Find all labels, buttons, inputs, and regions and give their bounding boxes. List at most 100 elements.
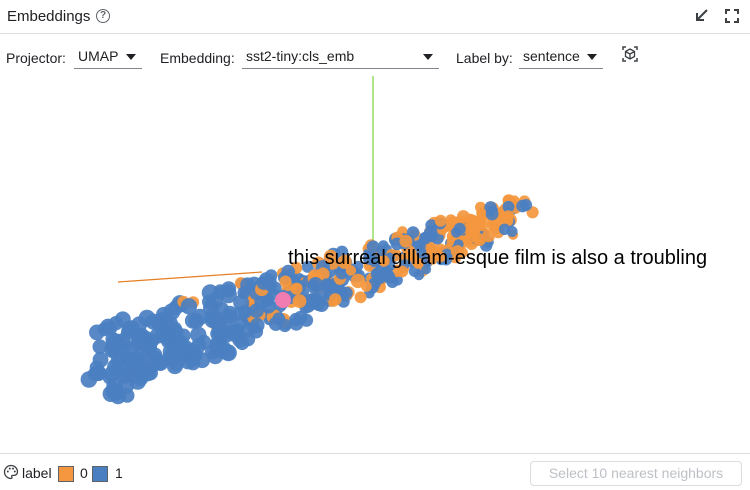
embedding-point[interactable]: [138, 309, 156, 327]
embedding-point[interactable]: [87, 367, 102, 382]
embedding-select[interactable]: sst2-tiny:cls_emb: [242, 45, 439, 69]
chevron-down-icon: [423, 54, 433, 60]
embedding-point[interactable]: [315, 286, 330, 301]
embedding-point[interactable]: [467, 214, 479, 227]
panel-header: Embeddings ?: [0, 0, 750, 34]
embedding-point[interactable]: [434, 214, 447, 227]
embedding-point[interactable]: [323, 249, 338, 264]
embedding-point[interactable]: [221, 325, 234, 338]
embedding-point[interactable]: [232, 306, 246, 321]
embedding-point[interactable]: [502, 200, 515, 213]
embedding-label: Embedding:: [160, 50, 235, 66]
embedding-point[interactable]: [476, 214, 487, 225]
embedding-point[interactable]: [187, 347, 203, 363]
embedding-point[interactable]: [362, 252, 375, 265]
embedding-point[interactable]: [289, 312, 303, 327]
embedding-select-value: sst2-tiny:cls_emb: [246, 48, 355, 64]
legend-swatch-0: [58, 466, 74, 482]
embedding-point[interactable]: [335, 266, 349, 280]
embedding-point[interactable]: [485, 207, 499, 221]
embedding-point[interactable]: [292, 294, 307, 308]
help-icon[interactable]: ?: [96, 9, 110, 23]
legend-label: label: [22, 465, 52, 481]
embedding-point[interactable]: [421, 264, 432, 275]
embedding-point[interactable]: [202, 294, 217, 309]
palette-icon[interactable]: [3, 464, 19, 480]
chevron-down-icon: [587, 54, 597, 60]
embedding-point[interactable]: [237, 286, 251, 300]
embedding-point[interactable]: [340, 286, 353, 300]
embedding-point[interactable]: [231, 326, 244, 339]
selected-point[interactable]: [275, 292, 291, 308]
embedding-point[interactable]: [301, 260, 314, 273]
projector-label: Projector:: [6, 50, 66, 66]
embedding-point[interactable]: [399, 234, 413, 248]
embedding-point[interactable]: [299, 313, 314, 327]
embedding-point[interactable]: [115, 339, 132, 356]
embedding-point[interactable]: [498, 223, 511, 235]
embedding-point[interactable]: [92, 351, 109, 368]
embedding-point[interactable]: [375, 273, 386, 284]
embedding-point[interactable]: [413, 258, 424, 269]
embedding-point[interactable]: [426, 245, 439, 259]
embedding-point[interactable]: [268, 316, 283, 331]
minimize-icon[interactable]: [692, 6, 712, 26]
embedding-canvas[interactable]: this surreal gilliam-esque film is also …: [0, 76, 750, 453]
projector-select-value: UMAP: [78, 48, 119, 64]
embedding-point[interactable]: [180, 298, 198, 315]
embedding-point[interactable]: [450, 245, 464, 259]
embedding-point[interactable]: [350, 273, 366, 289]
embedding-point[interactable]: [259, 272, 274, 287]
chevron-down-icon: [126, 54, 136, 60]
embedding-point[interactable]: [196, 334, 212, 350]
embedding-point[interactable]: [503, 210, 514, 222]
embedding-point[interactable]: [378, 240, 389, 251]
embedding-point[interactable]: [249, 303, 264, 319]
embedding-point[interactable]: [378, 255, 390, 267]
embedding-point[interactable]: [354, 291, 367, 304]
embedding-point[interactable]: [154, 312, 170, 328]
embedding-point[interactable]: [102, 370, 118, 385]
embedding-point[interactable]: [337, 254, 352, 269]
embedding-point[interactable]: [279, 275, 292, 288]
embedding-point[interactable]: [204, 309, 220, 325]
nearest-neighbors-button[interactable]: Select 10 nearest neighbors: [530, 461, 742, 486]
embedding-point[interactable]: [329, 293, 342, 306]
scatter-plot[interactable]: [0, 76, 750, 453]
embedding-point[interactable]: [414, 240, 426, 253]
embedding-point[interactable]: [164, 346, 180, 362]
embedding-point[interactable]: [306, 293, 319, 306]
reset-view-cube-icon[interactable]: [620, 44, 640, 64]
embedding-point[interactable]: [413, 269, 425, 281]
embedding-point[interactable]: [163, 323, 181, 341]
embedding-point[interactable]: [217, 340, 231, 355]
embedding-point[interactable]: [451, 227, 462, 238]
embedding-point[interactable]: [92, 339, 108, 355]
projector-toolbar: Projector: UMAP Embedding: sst2-tiny:cls…: [0, 35, 750, 75]
embedding-point[interactable]: [222, 284, 236, 298]
embedding-point[interactable]: [249, 317, 265, 333]
labelby-select[interactable]: sentence: [519, 45, 603, 69]
embedding-point[interactable]: [235, 335, 250, 351]
embedding-point[interactable]: [444, 219, 457, 231]
fullscreen-icon[interactable]: [722, 6, 742, 26]
labelby-select-value: sentence: [523, 48, 580, 64]
embedding-point[interactable]: [520, 199, 533, 211]
embedding-point[interactable]: [345, 265, 357, 276]
panel-footer: label 0 1 Select 10 nearest neighbors: [0, 453, 750, 490]
embedding-point[interactable]: [109, 388, 127, 405]
embedding-point[interactable]: [482, 229, 496, 243]
embedding-point[interactable]: [152, 355, 168, 371]
embedding-point[interactable]: [396, 265, 409, 278]
embedding-point[interactable]: [405, 246, 418, 260]
embedding-point[interactable]: [191, 308, 209, 326]
projector-select[interactable]: UMAP: [74, 45, 142, 69]
embedding-point[interactable]: [129, 373, 147, 390]
embedding-point[interactable]: [472, 232, 484, 245]
embedding-point[interactable]: [102, 321, 118, 336]
embedding-point[interactable]: [366, 240, 380, 254]
embedding-point[interactable]: [456, 210, 470, 223]
embedding-point[interactable]: [132, 330, 149, 347]
legend-swatch-1: [92, 466, 108, 482]
embedding-point[interactable]: [290, 282, 303, 295]
